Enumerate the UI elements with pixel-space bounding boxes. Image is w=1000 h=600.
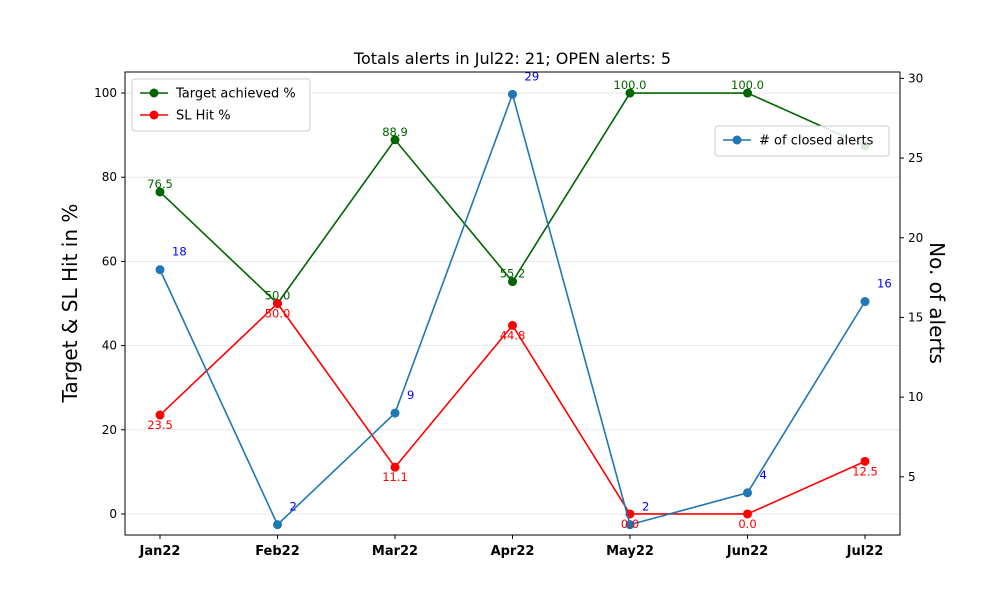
- data-point-target-achieved: [508, 277, 517, 287]
- y2-tick-label: 15: [908, 310, 923, 324]
- y-tick-label: 20: [102, 423, 117, 437]
- axis-layer: 0 20 40 60 80 100 5 10 15 20 25 30 Jan22 Feb22 Mar22 Ap…: [94, 71, 923, 559]
- data-label-sl-hit: 11.1: [382, 470, 408, 484]
- data-point-of-closed-alerts: [625, 520, 635, 530]
- data-point-sl-hit: [860, 456, 870, 466]
- legend-right: # of closed alerts: [714, 125, 890, 157]
- x-tick-label: Jul22: [846, 544, 884, 559]
- data-label-sl-hit: 23.5: [147, 418, 173, 432]
- data-label-sl-hit: 50.0: [265, 307, 291, 321]
- data-point-target-achieved: [743, 88, 752, 98]
- chart-title: Totals alerts in Jul22: 21; OPEN alerts:…: [353, 49, 671, 68]
- legend-box: [131, 78, 311, 132]
- data-point-of-closed-alerts: [155, 265, 165, 275]
- legend-left: Target achieved % SL Hit %: [131, 78, 311, 132]
- data-label-target-achieved: 100.0: [731, 78, 764, 92]
- data-point-of-closed-alerts: [508, 89, 517, 99]
- data-label-target-achieved: 76.5: [147, 177, 173, 191]
- x-tick-label: Feb22: [255, 544, 300, 559]
- data-label-of-closed-alerts: 2: [290, 500, 297, 514]
- data-point-sl-hit: [155, 410, 165, 420]
- data-label-of-closed-alerts: 18: [172, 245, 187, 259]
- data-label-of-closed-alerts: 9: [407, 388, 414, 402]
- data-label-sl-hit: 0.0: [738, 517, 756, 531]
- data-point-of-closed-alerts: [390, 408, 400, 418]
- y-axis-title: Target & SL Hit in %: [58, 204, 82, 404]
- data-label-sl-hit: 0.0: [621, 517, 639, 531]
- data-label-target-achieved: 55.2: [500, 267, 526, 281]
- data-point-target-achieved: [390, 135, 400, 145]
- y-tick-label: 100: [94, 86, 117, 100]
- y2-tick-label: 25: [908, 151, 923, 165]
- legend-box: [714, 125, 890, 157]
- y2-tick-label: 30: [908, 71, 923, 85]
- series-layer: [155, 88, 870, 530]
- data-point-of-closed-alerts: [743, 488, 752, 498]
- y2-tick-label: 5: [908, 470, 916, 484]
- y-tick-label: 80: [102, 170, 117, 184]
- legend-marker: [732, 135, 742, 145]
- x-tick-label: May22: [606, 544, 654, 559]
- data-point-of-closed-alerts: [273, 520, 282, 530]
- data-point-sl-hit: [743, 509, 752, 519]
- data-point-of-closed-alerts: [860, 297, 870, 307]
- y2-axis-title: No. of alerts: [925, 242, 949, 364]
- y-tick-label: 0: [109, 507, 117, 521]
- data-point-target-achieved: [625, 88, 635, 98]
- data-label-of-closed-alerts: 29: [525, 69, 540, 83]
- y2-tick-label: 20: [908, 231, 923, 245]
- x-tick-label: Jun22: [726, 544, 768, 559]
- data-label-sl-hit: 12.5: [852, 464, 878, 478]
- data-label-sl-hit: 44.8: [500, 328, 526, 342]
- data-point-sl-hit: [390, 462, 400, 472]
- data-label-target-achieved: 88.9: [382, 125, 408, 139]
- y-tick-label: 40: [102, 339, 117, 353]
- data-point-sl-hit: [508, 320, 517, 330]
- x-tick-label: Jan22: [139, 544, 181, 559]
- x-tick-label: Apr22: [491, 544, 535, 559]
- legend-label: SL Hit %: [176, 109, 231, 124]
- data-label-of-closed-alerts: 4: [760, 468, 767, 482]
- data-label-of-closed-alerts: 16: [877, 277, 892, 291]
- y2-tick-label: 10: [908, 390, 923, 404]
- data-label-target-achieved: 50.0: [265, 289, 291, 303]
- y-tick-label: 60: [102, 254, 117, 268]
- data-label-target-achieved: 100.0: [614, 78, 647, 92]
- legend-label: # of closed alerts: [759, 134, 874, 149]
- legend-marker: [149, 88, 159, 98]
- x-tick-label: Mar22: [372, 544, 418, 559]
- data-label-of-closed-alerts: 2: [642, 500, 649, 514]
- legend-marker: [149, 110, 159, 120]
- data-point-target-achieved: [155, 187, 165, 197]
- legend-label: Target achieved %: [175, 87, 296, 102]
- data-point-sl-hit: [273, 299, 282, 308]
